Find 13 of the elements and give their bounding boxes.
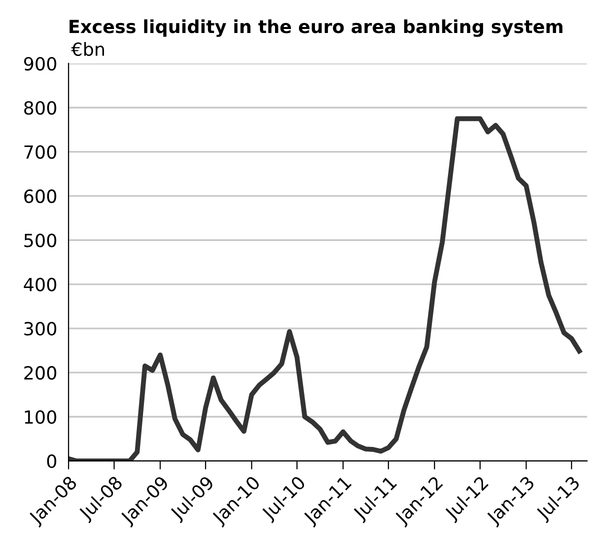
y-tick-label: 200 (24, 366, 56, 380)
chart-title: Excess liquidity in the euro area banking system (70, 19, 562, 37)
y-tick-label: 900 (24, 56, 56, 71)
y-tick-label: 400 (24, 278, 56, 292)
y-tick-label: 500 (24, 234, 56, 248)
line-series (68, 116, 582, 461)
y-tick-label: 700 (24, 145, 56, 159)
y-axis-title: €bn (71, 42, 104, 56)
y-tick-label: 100 (24, 410, 56, 424)
y-tick-label: 300 (24, 322, 56, 336)
y-tick-label: 0 (47, 454, 56, 468)
y-tick-label: 800 (24, 101, 56, 115)
y-tick-label: 600 (24, 189, 56, 204)
